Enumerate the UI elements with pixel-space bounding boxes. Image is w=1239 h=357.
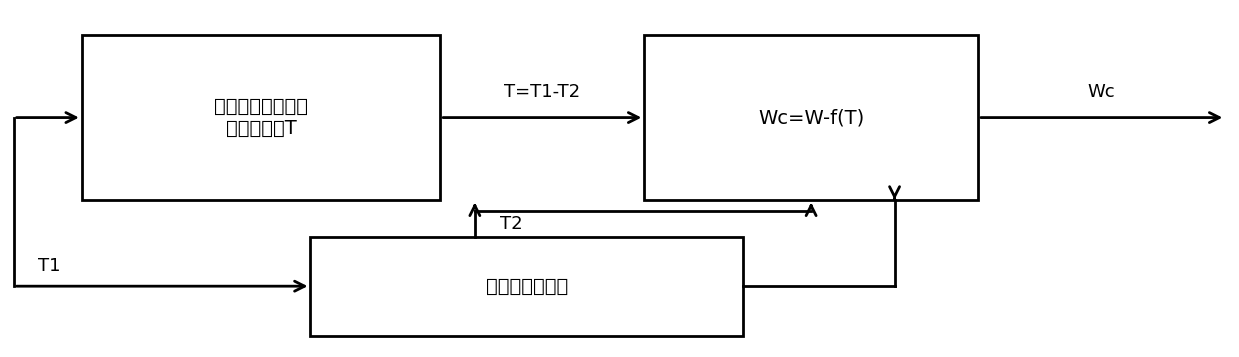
Text: Wc: Wc (1088, 82, 1115, 101)
Text: T2: T2 (499, 215, 522, 233)
Text: T1: T1 (38, 257, 61, 275)
FancyBboxPatch shape (82, 35, 440, 200)
Text: Wc=W-f(T): Wc=W-f(T) (758, 108, 865, 127)
FancyBboxPatch shape (311, 237, 743, 336)
Text: 光纤电流互感器内
外部温度差T: 光纤电流互感器内 外部温度差T (214, 97, 309, 138)
Text: T=T1-T2: T=T1-T2 (504, 82, 580, 101)
Text: 光纤电流互感器: 光纤电流互感器 (486, 277, 567, 296)
FancyBboxPatch shape (644, 35, 978, 200)
